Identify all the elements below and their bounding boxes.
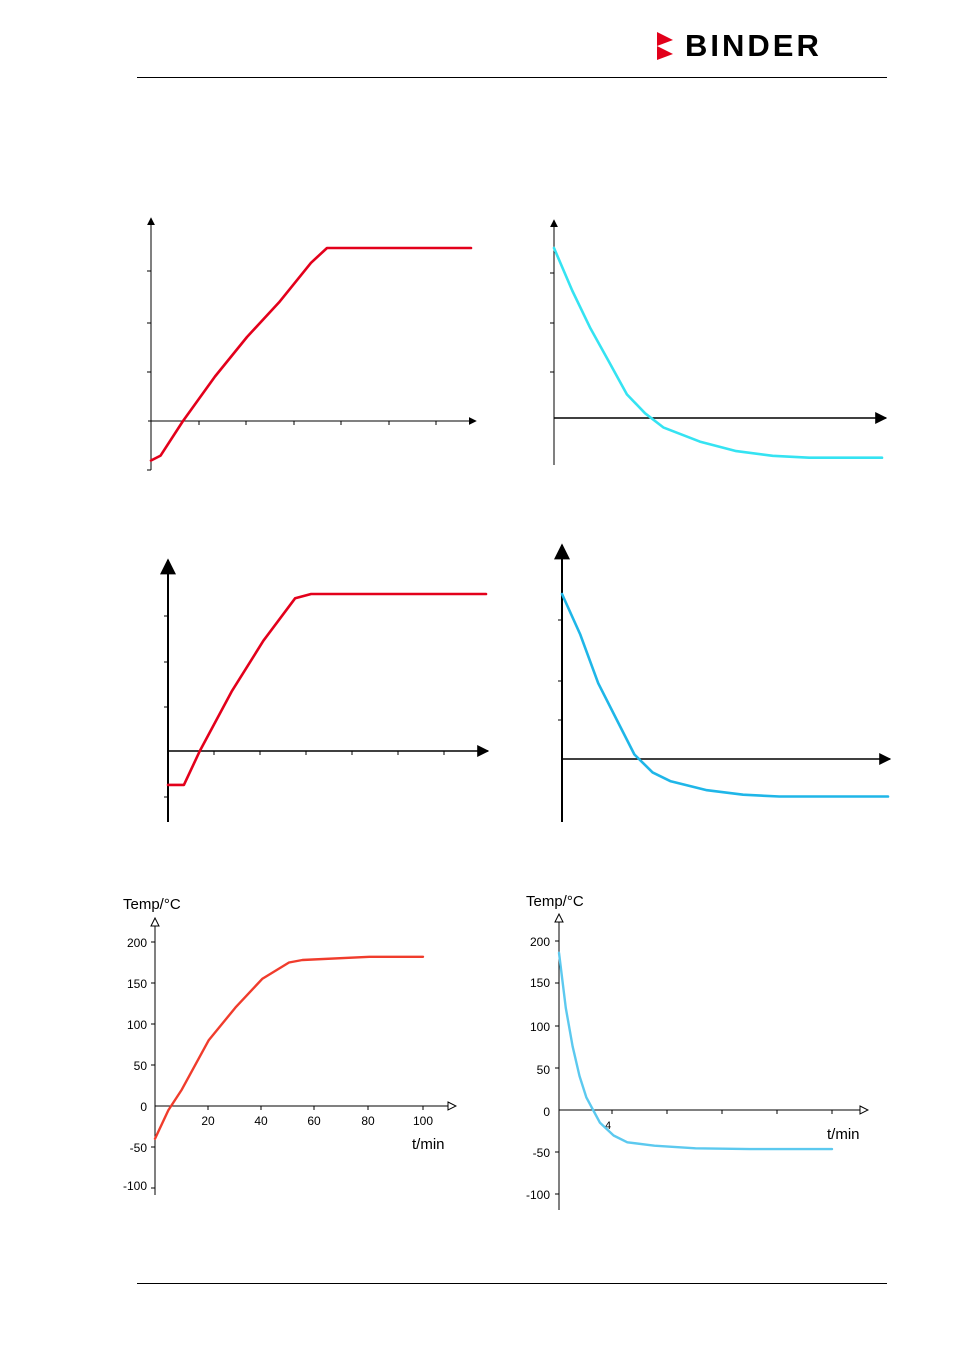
chart-5-y-tick-label: 150	[127, 977, 147, 991]
chart-6-y-tick-label: -50	[533, 1146, 551, 1160]
chart-5-y-tick-label: 50	[134, 1059, 148, 1073]
chart-5-y-tick-label: -100	[123, 1179, 147, 1193]
chart-6-y-axis-label: Temp/°C	[526, 893, 584, 910]
chart-4	[554, 543, 892, 822]
chart-5-series-line	[153, 955, 425, 1140]
header-rule	[137, 77, 887, 78]
chart-3-series-line	[166, 592, 488, 787]
chart-6-y-tick-label: 200	[530, 935, 550, 949]
chart-5-x-tick-label: 100	[413, 1114, 433, 1128]
chart-5-y-tick-label: 200	[127, 936, 147, 950]
chart-6-y-tick-label: 150	[530, 976, 550, 990]
chart-5-x-axis-label: t/min	[412, 1136, 445, 1153]
chart-2-series-line	[552, 246, 884, 459]
chart-6-x-tick-label: 4	[605, 1120, 611, 1132]
chart-6-y-tick-label: 0	[543, 1105, 550, 1119]
chart-6-y-tick-label: 50	[537, 1063, 551, 1077]
chart-5-y-tick-label: 100	[127, 1018, 147, 1032]
chart-6: Temp/°C t/min 200 150 100 50 0 -50 -100 …	[526, 893, 868, 1210]
chart-2	[550, 219, 888, 465]
chart-5-x-tick-label: 40	[254, 1114, 268, 1128]
chart-1-series-line	[149, 246, 473, 462]
chart-5-y-tick-label: 0	[140, 1100, 147, 1114]
chart-1	[147, 217, 477, 471]
brand-name: BINDER	[685, 28, 822, 63]
chart-5-x-tick-label: 80	[361, 1114, 375, 1128]
chart-6-y-tick-label: 100	[530, 1020, 550, 1034]
chart-5-y-axis-label: Temp/°C	[123, 896, 181, 913]
binder-logo: BINDER	[655, 28, 822, 64]
chart-5-x-tick-label: 60	[307, 1114, 321, 1128]
chart-6-y-tick-label: -100	[526, 1188, 550, 1202]
chart-3	[160, 558, 490, 822]
chart-6-x-axis-label: t/min	[827, 1126, 860, 1143]
chart-5-x-tick-label: 20	[201, 1114, 215, 1128]
footer-rule	[137, 1283, 887, 1284]
chart-5-y-tick-label: -50	[130, 1141, 148, 1155]
chart-4-series-line	[560, 592, 890, 798]
chart-5: Temp/°C t/min 200 150 100 50 0 -50 -100 …	[123, 896, 456, 1195]
brand-mark-icon	[657, 32, 673, 60]
chart-6-series-line	[557, 951, 834, 1151]
